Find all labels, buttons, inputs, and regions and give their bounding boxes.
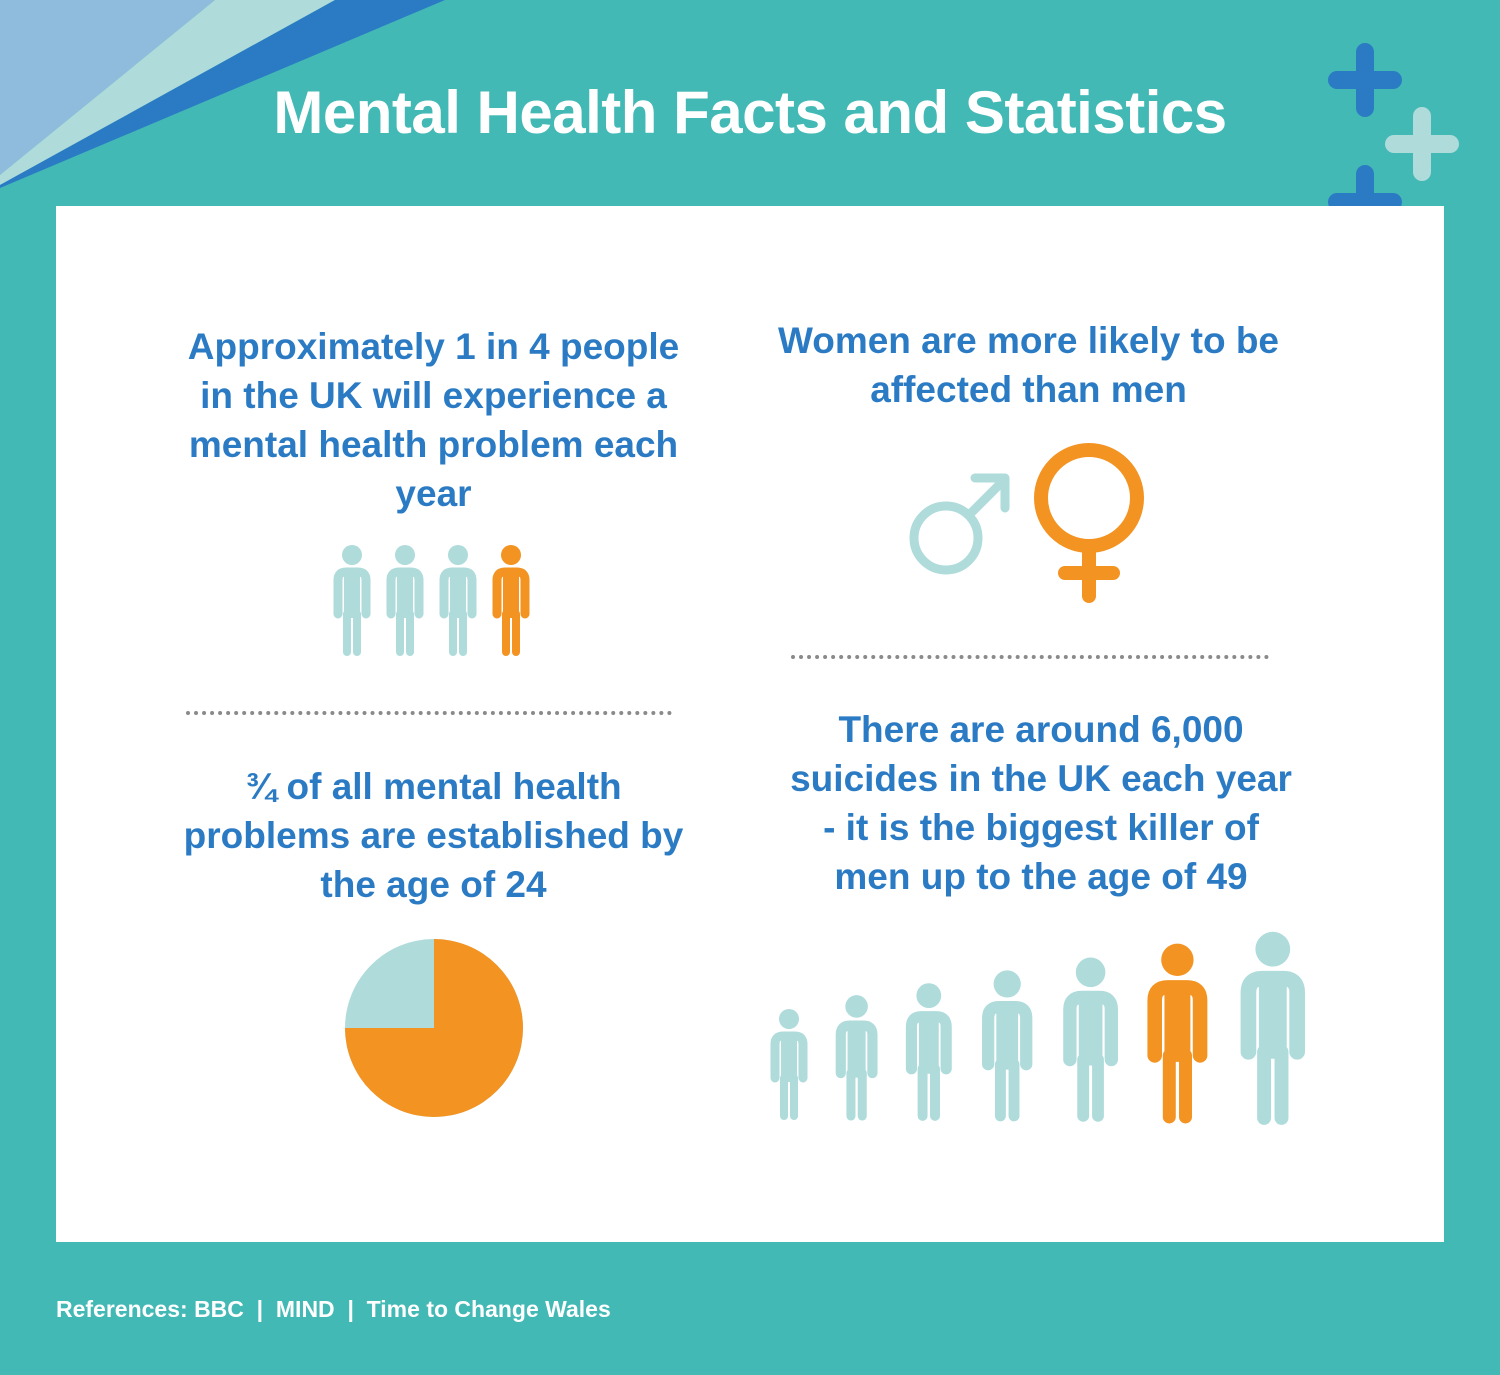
fact-women-text: Women are more likely to be affected tha…	[777, 320, 1280, 410]
page-title: Mental Health Facts and Statistics	[273, 79, 1227, 146]
person-icon	[439, 545, 477, 656]
plus-icons-decoration	[1328, 43, 1459, 239]
plus-icon	[1328, 43, 1402, 117]
pie-slice-three-quarters	[345, 939, 523, 1117]
fact-suicides-text: There are around 6,000 suicides in the U…	[790, 709, 1292, 897]
one-in-four-people-row	[328, 544, 538, 659]
references-text: References: BBC | MIND | Time to Change …	[56, 1296, 611, 1322]
male-symbol-icon	[909, 473, 1010, 575]
three-quarters-pie	[342, 936, 526, 1120]
divider-right-top	[791, 655, 1269, 659]
person-icon	[905, 983, 952, 1121]
suicides-people-row	[761, 928, 1331, 1126]
facts-panel: Approximately 1 in 4 people in the UK wi…	[56, 206, 1444, 1242]
fact-three-quarters-text: ¾ of all mental health problems are esta…	[183, 766, 684, 905]
gender-symbols	[901, 438, 1161, 608]
divider-left	[186, 711, 672, 715]
person-icon	[1240, 931, 1305, 1125]
person-icon	[770, 1009, 808, 1120]
person-icon	[835, 995, 878, 1121]
female-symbol-icon	[1034, 443, 1144, 603]
corner-stripes-decoration	[0, 0, 445, 188]
person-icon-highlighted	[492, 545, 530, 656]
person-icon	[982, 970, 1033, 1122]
person-icon	[386, 545, 424, 656]
person-icon-highlighted	[1147, 943, 1208, 1124]
person-icon	[333, 545, 371, 656]
fact-one-in-four-text: Approximately 1 in 4 people in the UK wi…	[187, 326, 680, 514]
plus-icon	[1385, 107, 1459, 181]
person-icon	[1063, 957, 1118, 1122]
